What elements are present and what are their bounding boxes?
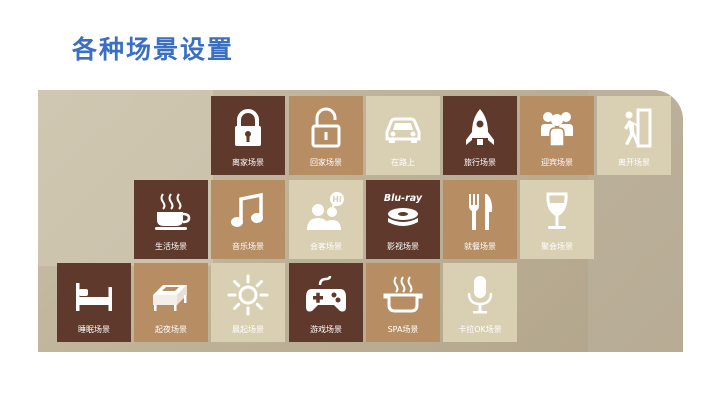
scene-tile-away[interactable]: 离家场景 [211,96,285,175]
scene-label: 回家场景 [310,158,342,167]
scene-label: 就餐场景 [464,242,496,251]
scene-label: 音乐场景 [232,242,264,251]
rocket-icon [443,104,517,152]
spa-bath-icon [366,271,440,319]
padlock-unlocked-icon [289,104,363,152]
page-title: 各种场景设置 [72,35,235,64]
scene-label: 离开场景 [618,158,650,167]
scene-tile-dining[interactable]: 就餐场景 [443,180,517,259]
scene-label: 睡眠场景 [78,325,110,334]
scene-label: 生活场景 [155,242,187,251]
car-icon [366,104,440,152]
scene-tile-reception[interactable]: Hi 会客场景 [289,180,363,259]
scene-tile-karaoke[interactable]: 卡拉OK场景 [443,263,517,342]
sun-icon [211,271,285,319]
scene-tile-music[interactable]: 音乐场景 [211,180,285,259]
coffee-cup-icon [134,188,208,236]
scene-tile-movie[interactable]: Blu-ray 影视场景 [366,180,440,259]
bluray-text: Blu-ray [384,193,423,204]
bed-icon [57,271,131,319]
scene-tile-leave[interactable]: 离开场景 [597,96,671,175]
music-note-icon [211,188,285,236]
scene-tile-travel[interactable]: 旅行场景 [443,96,517,175]
bluray-icon: Blu-ray [366,188,440,236]
bubble-text: Hi [332,195,342,204]
scene-tile-game[interactable]: 游戏场景 [289,263,363,342]
scene-tile-home[interactable]: 回家场景 [289,96,363,175]
scene-label: 晨起场景 [232,325,264,334]
leaving-door-icon [597,104,671,152]
bed-night-icon [134,271,208,319]
scene-label: 卡拉OK场景 [458,325,502,334]
scene-label: 离家场景 [232,158,264,167]
scene-tile-on-road[interactable]: 在路上 [366,96,440,175]
scene-label: 聚会场景 [541,242,573,251]
scene-label: SPA场景 [387,325,419,334]
scene-label: 游戏场景 [310,325,342,334]
scene-tile-party[interactable]: 聚会场景 [520,180,594,259]
scene-tile-welcome[interactable]: 迎宾场景 [520,96,594,175]
wine-glass-icon [520,188,594,236]
conversation-icon: Hi [289,188,363,236]
scene-label: 起夜场景 [155,325,187,334]
scene-tile-spa[interactable]: SPA场景 [366,263,440,342]
scene-tile-night[interactable]: 起夜场景 [134,263,208,342]
scene-label: 影视场景 [387,242,419,251]
guests-icon [520,104,594,152]
microphone-icon [443,271,517,319]
scene-label: 会客场景 [310,242,342,251]
scene-label: 在路上 [391,158,415,167]
scene-label: 迎宾场景 [541,158,573,167]
scene-tile-living[interactable]: 生活场景 [134,180,208,259]
padlock-locked-icon [211,104,285,152]
fork-knife-icon [443,188,517,236]
scene-tile-sleep[interactable]: 睡眠场景 [57,263,131,342]
gamepad-icon [289,271,363,319]
scene-tile-morning[interactable]: 晨起场景 [211,263,285,342]
scene-label: 旅行场景 [464,158,496,167]
